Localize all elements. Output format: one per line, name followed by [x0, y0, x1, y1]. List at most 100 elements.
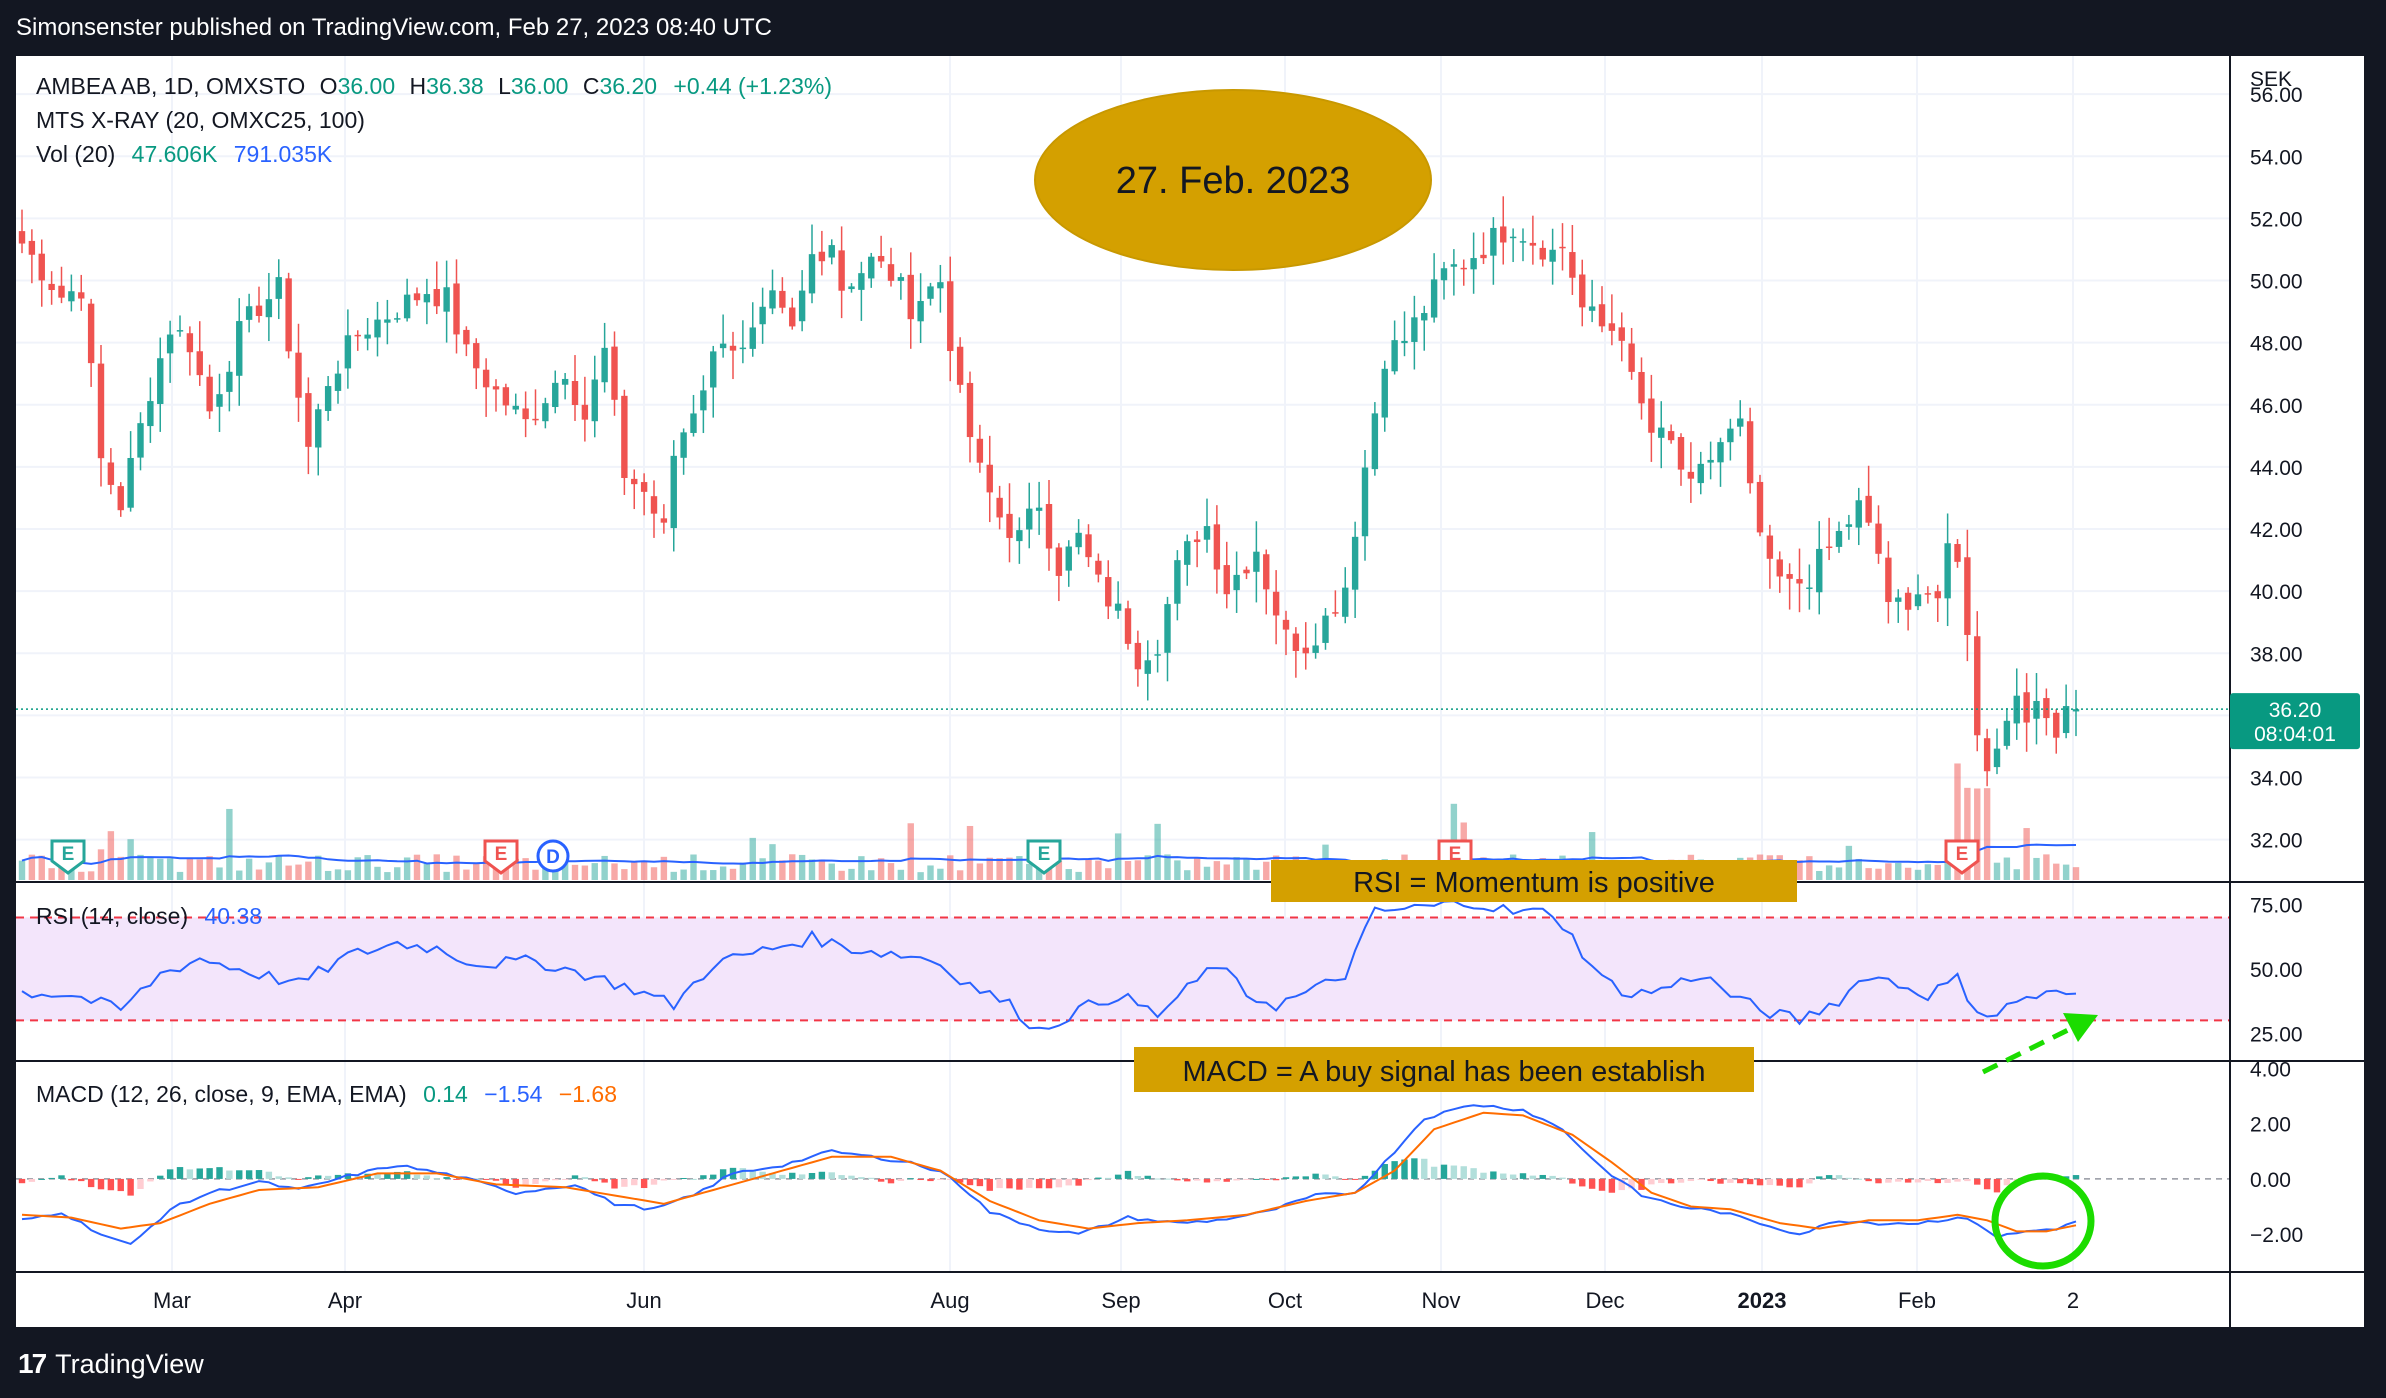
volume-bar — [2062, 864, 2070, 880]
volume-bar — [1904, 867, 1912, 880]
volume-bar — [433, 854, 440, 880]
macd-histogram-bar — [956, 1178, 964, 1183]
macd-pane — [16, 1104, 2230, 1246]
volume-bar — [631, 861, 638, 880]
candle-body — [1065, 546, 1072, 571]
earnings-marker-icon[interactable]: E — [50, 839, 86, 875]
candle-body — [374, 319, 381, 338]
candle-body — [1934, 591, 1941, 599]
volume-bar — [739, 862, 747, 880]
macd-histogram-bar — [315, 1175, 322, 1179]
volume-bar — [700, 870, 707, 880]
candle-body — [947, 281, 954, 352]
trend-arrow[interactable] — [1981, 1013, 2098, 1075]
macd-histogram-bar — [552, 1178, 559, 1181]
volume-bar — [907, 823, 914, 880]
macd-histogram-bar — [561, 1178, 569, 1180]
macd-histogram-bar — [769, 1172, 776, 1179]
macd-histogram-bar — [1016, 1178, 1023, 1190]
volume-bar — [1845, 845, 1853, 880]
macd-histogram-bar — [1361, 1175, 1369, 1179]
candle-body — [1263, 554, 1270, 590]
rsi-axis[interactable]: 75.00 50.00 25.00 — [2250, 895, 2303, 1047]
volume-bar — [265, 862, 273, 880]
date-badge[interactable]: 27. Feb. 2023 — [1034, 89, 1432, 271]
rsi-note[interactable]: RSI = Momentum is positive — [1271, 860, 1797, 902]
macd-histogram-bar — [1993, 1178, 2001, 1193]
volume-bar — [868, 870, 875, 880]
macd-axis[interactable]: 4.00 2.00 0.00 −2.00 — [2250, 1059, 2303, 1248]
candle-body — [966, 382, 974, 438]
macd-histogram-bar — [1549, 1175, 1556, 1179]
price-tick-label: 46.00 — [2250, 395, 2303, 418]
price-axis[interactable]: 56.00 54.00 52.00 50.00 48.00 46.00 44.00 42.00… — [2250, 84, 2303, 852]
macd-signal-value: −1.68 — [559, 1081, 617, 1107]
legend-ohlc: AMBEA AB, 1D, OMXSTO O36.00 H36.38 L36.0… — [36, 73, 832, 99]
macd-histogram-bar — [522, 1178, 529, 1185]
macd-histogram-bar — [1746, 1178, 1754, 1185]
volume-bar — [374, 866, 381, 880]
volume-bar — [986, 857, 993, 880]
macd-histogram-bar — [1855, 1178, 1862, 1180]
volume-bar — [729, 868, 737, 880]
macd-histogram-bar — [1717, 1178, 1724, 1184]
macd-histogram-bar — [1105, 1177, 1112, 1179]
event-markers[interactable]: E E D E E E — [50, 839, 1980, 875]
macd-histogram-bar — [394, 1171, 401, 1179]
macd-histogram-bar — [1440, 1164, 1448, 1179]
macd-histogram-bar — [621, 1178, 628, 1187]
volume-bar — [1144, 855, 1151, 880]
candle-body — [749, 327, 756, 349]
tradingview-logo[interactable]: 17 TradingView — [18, 1348, 204, 1380]
volume-bar — [818, 859, 826, 880]
macd-histogram-bar — [1667, 1178, 1675, 1184]
volume-bar — [384, 872, 391, 880]
candle-body — [1964, 557, 1971, 635]
candle-body — [1490, 227, 1497, 256]
macd-line — [21, 1104, 2077, 1246]
volume-bar — [591, 863, 598, 880]
volume-bar — [463, 869, 470, 880]
macd-histogram-bar — [907, 1178, 914, 1180]
dividend-marker-icon[interactable]: D — [536, 839, 570, 873]
candle-body — [1914, 594, 1922, 607]
macd-histogram-bar — [1351, 1178, 1359, 1180]
volume-bar — [611, 863, 618, 880]
macd-histogram-bar — [1964, 1178, 1971, 1182]
macd-histogram-bar — [1026, 1178, 1033, 1188]
volume-bar — [68, 866, 75, 880]
macd-histogram-bar — [1737, 1178, 1744, 1184]
main-legend[interactable]: AMBEA AB, 1D, OMXSTO O36.00 H36.38 L36.0… — [36, 73, 832, 167]
macd-histogram-bar — [631, 1178, 638, 1186]
candle-body — [1480, 254, 1487, 259]
candle-body — [532, 418, 539, 421]
time-axis[interactable]: Mar Apr Jun Aug Sep Oct Nov Dec 2023 Feb 2 — [153, 1288, 2079, 1313]
macd-histogram-bar — [453, 1178, 460, 1180]
earnings-marker-icon[interactable]: E — [483, 839, 519, 875]
macd-note[interactable]: MACD = A buy signal has been establish — [1134, 1047, 1754, 1092]
volume-bar — [1954, 763, 1961, 880]
rsi-legend[interactable]: RSI (14, close) 40.38 — [36, 903, 262, 929]
candle-body — [907, 274, 914, 320]
candle-body — [986, 464, 993, 493]
macd-histogram-bar — [996, 1178, 1003, 1189]
crossover-circle[interactable] — [1991, 1172, 2095, 1270]
earnings-marker-icon[interactable]: E — [1026, 839, 1062, 875]
rsi-band — [16, 917, 2230, 1021]
candle-body — [1974, 636, 1981, 736]
macd-histogram-bar — [818, 1171, 826, 1179]
earnings-marker-icon[interactable]: E — [1944, 839, 1980, 875]
macd-legend[interactable]: MACD (12, 26, close, 9, EMA, EMA) 0.14 −… — [36, 1081, 617, 1107]
macd-histogram-bar — [650, 1178, 658, 1185]
candle-body — [561, 378, 569, 385]
candle-body — [443, 287, 450, 312]
candle-body — [1154, 654, 1161, 656]
candle-body — [887, 264, 895, 281]
candle-body — [828, 245, 835, 258]
time-tick-label: Apr — [328, 1288, 362, 1313]
macd-histogram-bar — [1806, 1178, 1813, 1184]
volume-bar — [1895, 863, 1902, 880]
time-tick-label: Jun — [626, 1288, 661, 1313]
candle-body — [1371, 413, 1379, 470]
